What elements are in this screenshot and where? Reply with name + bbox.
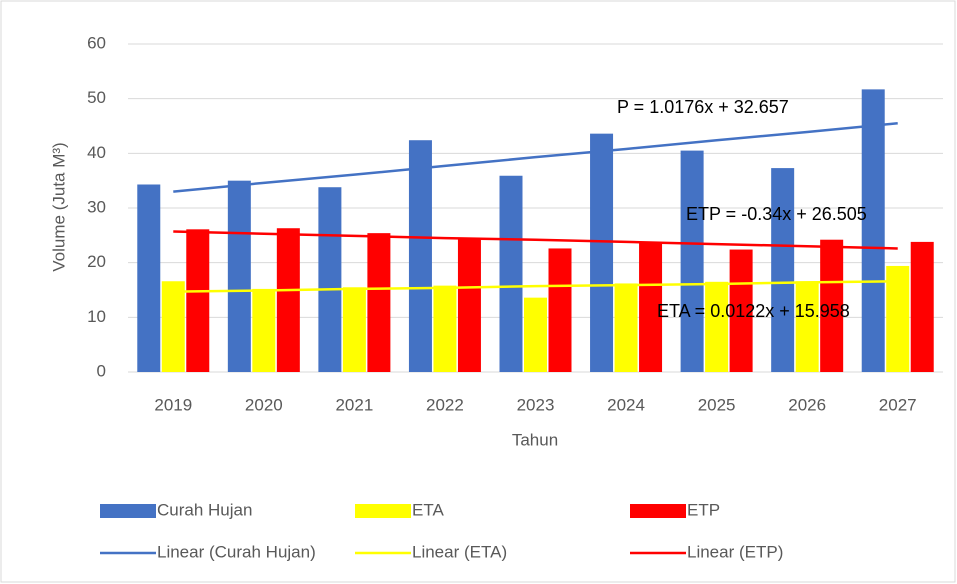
bar — [771, 168, 795, 372]
legend-label: Linear (ETP) — [687, 542, 783, 561]
y-tick-label: 20 — [87, 252, 106, 271]
x-tick-label: 2024 — [607, 395, 645, 414]
x-tick-label: 2022 — [426, 395, 464, 414]
legend-label: Linear (Curah Hujan) — [157, 542, 316, 561]
x-tick-label: 2023 — [517, 395, 555, 414]
bar — [186, 229, 210, 372]
bar — [252, 288, 276, 372]
legend-label: ETA — [412, 500, 444, 519]
y-tick-label: 30 — [87, 197, 106, 216]
annotation: ETA = 0.0122x + 15.958 — [657, 301, 850, 321]
bar — [705, 281, 729, 372]
bar — [137, 184, 161, 372]
annotation: ETP = -0.34x + 26.505 — [686, 204, 867, 224]
bar — [729, 249, 753, 372]
bar — [861, 89, 885, 372]
bar — [795, 281, 819, 372]
x-tick-label: 2027 — [879, 395, 917, 414]
annotation: P = 1.0176x + 32.657 — [617, 97, 789, 117]
bar — [457, 238, 481, 372]
bar — [820, 239, 844, 372]
legend-label: Linear (ETA) — [412, 542, 507, 561]
bar — [342, 287, 366, 372]
bar — [524, 297, 547, 372]
x-tick-label: 2021 — [335, 395, 373, 414]
legend-label: ETP — [687, 500, 720, 519]
y-tick-label: 60 — [87, 33, 106, 52]
legend-label: Curah Hujan — [157, 500, 252, 519]
x-tick-label: 2025 — [698, 395, 736, 414]
legend-swatch — [100, 504, 156, 518]
legend-swatch — [630, 504, 686, 518]
bar — [161, 281, 185, 372]
y-tick-label: 10 — [87, 307, 106, 326]
bar — [367, 233, 391, 372]
y-tick-label: 40 — [87, 143, 106, 162]
y-axis-label: Volume (Juta M³) — [49, 142, 68, 271]
y-tick-label: 50 — [87, 88, 106, 107]
bar — [276, 228, 300, 372]
x-tick-label: 2020 — [245, 395, 283, 414]
bar — [680, 150, 704, 372]
trend-line — [173, 280, 898, 293]
bar — [318, 187, 342, 372]
bar — [408, 140, 432, 372]
bar — [639, 242, 663, 372]
bar — [227, 180, 251, 372]
x-tick-label: 2026 — [788, 395, 826, 414]
bar — [433, 285, 457, 372]
legend-swatch — [355, 504, 411, 518]
trend-line — [173, 230, 898, 250]
x-tick-label: 2019 — [154, 395, 192, 414]
bar — [590, 133, 614, 372]
y-tick-label: 0 — [97, 361, 106, 380]
x-axis-label: Tahun — [512, 430, 558, 449]
bar — [548, 248, 572, 372]
bar — [910, 241, 934, 372]
bar — [614, 283, 638, 372]
bar — [886, 265, 910, 372]
trend-line — [173, 122, 898, 193]
bar — [499, 175, 523, 372]
